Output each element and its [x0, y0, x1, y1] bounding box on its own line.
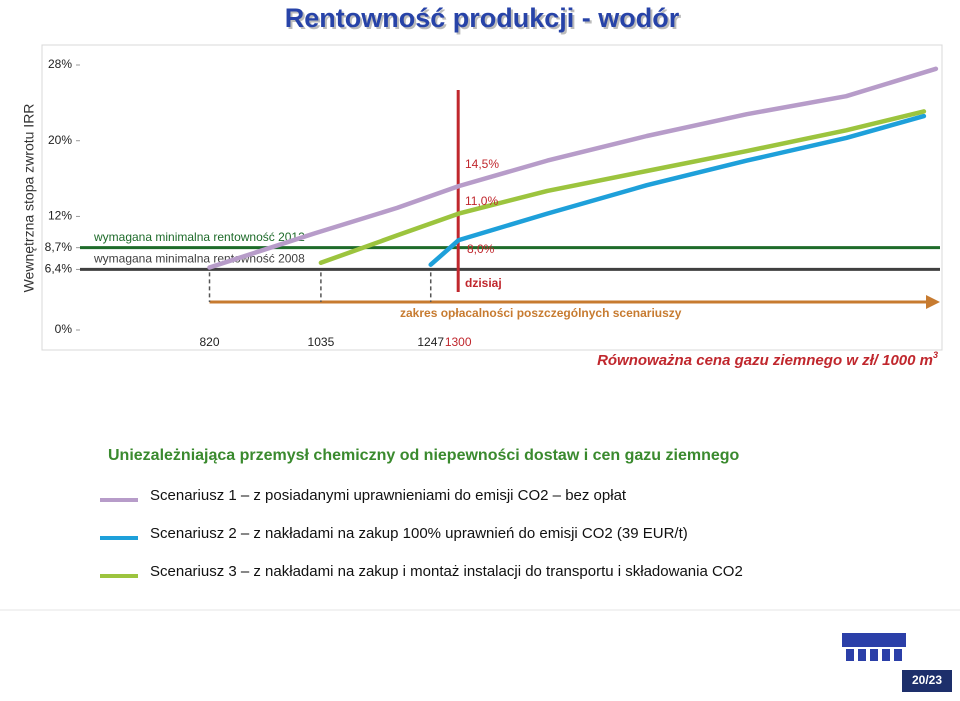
x-axis-title-sup: 3: [933, 350, 938, 360]
y-tick-label: 12%: [48, 209, 72, 223]
legend-label: Scenariusz 1 – z posiadanymi uprawnienia…: [150, 487, 627, 504]
plot-frame: [41, 44, 943, 351]
y-tick-label: 28%: [48, 57, 72, 71]
x-tick-label: 1300: [445, 335, 472, 349]
y-tick-label: 8,7%: [45, 240, 73, 254]
annotation: 8,0%: [467, 242, 495, 256]
logo-part: [846, 649, 854, 661]
y-tick-label: 20%: [48, 133, 72, 147]
reference-label: wymagana minimalna rentowność 2008: [93, 252, 305, 266]
logo: [842, 633, 906, 661]
legend-title: Uniezależniająca przemysł chemiczny od n…: [108, 447, 740, 464]
legend-label: Scenariusz 3 – z nakładami na zakup i mo…: [150, 563, 743, 580]
logo-part: [870, 649, 878, 661]
x-tick-label: 1247: [417, 335, 444, 349]
x-axis-title-text: Równoważna cena gazu ziemnego w zł/ 1000…: [597, 352, 933, 369]
annotation: 11,0%: [465, 194, 498, 208]
annotation: 14,5%: [465, 157, 499, 171]
reference-label: wymagana minimalna rentowność 2012: [93, 230, 305, 244]
range-label: zakres opłacalności poszczególnych scena…: [400, 306, 682, 320]
x-tick-label: 820: [200, 335, 220, 349]
y-axis-title: Wewnętrzna stopa zwrotu IRR: [21, 104, 37, 293]
series-line: [318, 109, 927, 266]
logo-part: [894, 649, 902, 661]
title: Rentowność produkcji - wodór: [285, 3, 680, 33]
logo-part: [882, 649, 890, 661]
plot: 0% 6,4% 8,7% 12% 20% 28% wymagana minimalna re…: [45, 57, 940, 349]
range-arrowhead: [926, 295, 940, 309]
logo-part: [858, 649, 866, 661]
x-axis-title: Równoważna cena gazu ziemnego w zł/ 1000…: [597, 350, 938, 369]
legend-label: Scenariusz 2 – z nakładami na zakup 100%…: [150, 525, 688, 542]
today-label: dzisiaj: [465, 276, 502, 290]
series-line: [207, 66, 939, 270]
series-line: [428, 113, 927, 267]
y-tick-label: 6,4%: [45, 262, 73, 276]
title-shadow: Rentowność produkcji - wodór: [287, 5, 682, 35]
y-tick-label: 0%: [55, 322, 73, 336]
page-number: 20/23: [912, 673, 942, 687]
legend: Scenariusz 1 – z posiadanymi uprawnienia…: [100, 487, 743, 580]
logo-bar: [842, 633, 906, 647]
page-number-box: [902, 670, 952, 692]
x-tick-label: 1035: [308, 335, 335, 349]
